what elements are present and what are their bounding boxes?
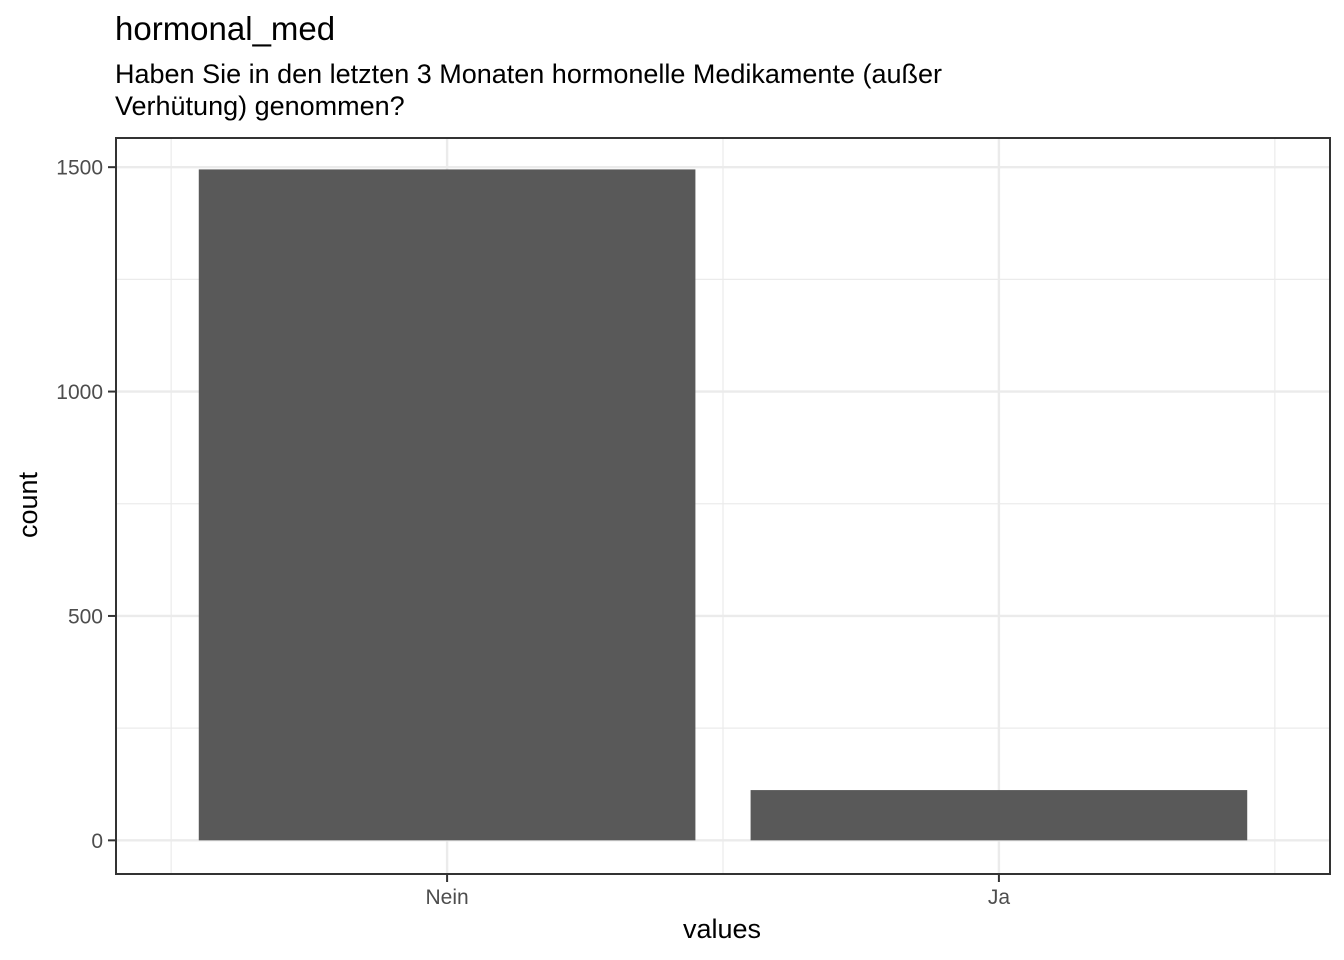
y-tick-label: 500 [68, 605, 103, 628]
x-tick-label: Nein [425, 886, 468, 909]
axes: 0 500 1000 1500 Nein Ja [56, 157, 1010, 909]
x-axis-title: values [683, 914, 761, 944]
y-tick-label: 1000 [56, 381, 103, 404]
chart-subtitle-line-1: Haben Sie in den letzten 3 Monaten hormo… [115, 59, 942, 89]
y-tick-label: 1500 [56, 157, 103, 180]
bar-ja [750, 790, 1248, 841]
chart-subtitle-line-2: Verhütung) genommen? [115, 91, 405, 121]
panel-border [115, 137, 1331, 875]
bars [198, 169, 1248, 841]
bar-nein [198, 169, 696, 841]
y-tick-label: 0 [91, 830, 103, 853]
x-tick-label: Ja [988, 886, 1011, 909]
chart-title: hormonal_med [115, 10, 335, 47]
y-axis-title: count [13, 471, 43, 538]
